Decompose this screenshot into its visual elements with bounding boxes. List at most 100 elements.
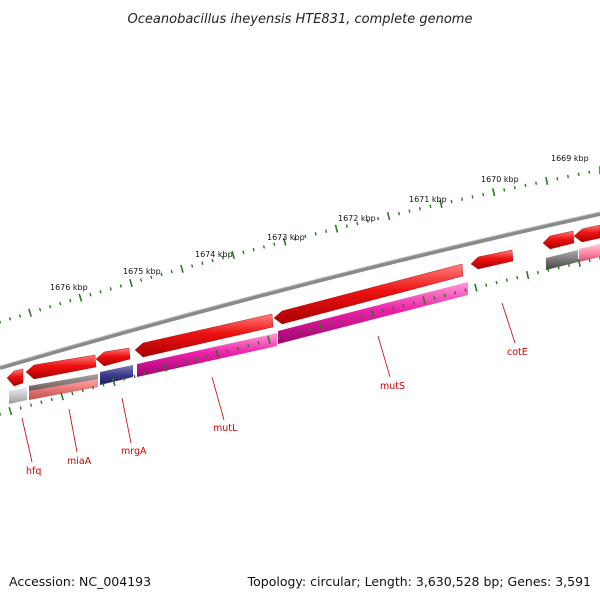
minor-tick [174,363,177,367]
major-tick [60,392,64,401]
gene-arrow[interactable] [6,368,24,387]
minor-tick [482,192,485,197]
minor-tick [340,319,343,324]
minor-tick [38,307,42,312]
major-tick [492,188,496,197]
minor-tick [49,304,52,309]
gene-bar[interactable] [546,250,578,270]
minor-tick [247,343,250,348]
major-tick [525,271,530,280]
minor-tick [109,287,112,291]
minor-tick [81,388,84,393]
major-tick [78,293,83,302]
minor-tick [185,360,188,364]
minor-tick [356,221,359,226]
minor-tick [293,237,297,241]
minor-tick [140,278,143,282]
minor-tick [429,204,432,209]
minor-tick [503,188,506,192]
gene-label-hfq[interactable]: hfq [26,466,41,477]
minor-tick [567,263,570,267]
minor-tick [418,207,422,211]
gene-label-cotE[interactable]: cotE [507,347,528,358]
inner-tick-ring [0,256,600,416]
minor-tick [160,272,163,277]
gene-arrow[interactable] [470,249,514,270]
gene-bar[interactable] [100,365,133,385]
outer-tick-ring [0,166,600,324]
minor-tick [433,296,436,300]
major-tick [129,278,133,288]
gene-row-outer [6,224,600,387]
major-tick [577,258,581,267]
minor-tick [471,195,474,199]
minor-tick [461,197,464,201]
kbp-label: 1674 kbp [195,250,233,259]
kbp-label: 1675 kbp [123,267,161,276]
gene-label-mutS[interactable]: mutS [380,381,405,392]
minor-tick [40,400,43,404]
gene-arrow[interactable] [95,347,131,367]
minor-tick [524,183,527,188]
kbp-label: 1673 kbp [267,233,305,242]
minor-tick [119,284,122,288]
major-tick [318,322,323,331]
minor-tick [0,320,2,324]
gene-arrow[interactable] [25,354,97,380]
minor-tick [221,256,224,260]
minor-tick [345,224,348,228]
major-tick [422,296,426,305]
minor-tick [325,229,328,233]
kbp-label: 1671 kbp [409,195,447,204]
genome-backbone [0,212,600,370]
major-tick [439,199,443,208]
gene-labels: hfq miaA mrgA mutL mutS cotE [21,302,528,477]
topology-text: Topology: circular; Length: 3,630,528 bp… [247,574,591,589]
major-tick [8,406,13,416]
minor-tick [288,332,291,337]
gene-label-miaA[interactable]: miaA [67,456,92,467]
kbp-label: 1672 kbp [338,214,376,223]
major-tick [386,212,391,221]
gene-label-mutL[interactable]: mutL [213,423,238,434]
gene-arrow[interactable] [542,230,575,250]
map-title: Oceanobacillus iheyensis HTE831, complet… [128,12,473,27]
minor-tick [398,211,401,216]
minor-tick [588,170,591,174]
major-tick [474,283,478,292]
gene-arrow[interactable] [134,313,274,358]
major-tick [111,377,116,387]
minor-tick [19,406,22,410]
minor-tick [99,290,102,294]
minor-tick [408,209,411,213]
gene-row-inner [9,244,600,404]
minor-tick [262,245,266,249]
minor-tick [495,280,498,285]
minor-tick [50,397,53,402]
minor-tick [513,185,516,190]
gene-bar[interactable] [579,244,600,262]
minor-tick [69,298,72,303]
gene-arrow[interactable] [273,263,464,325]
minor-tick [412,301,415,305]
accession-text: Accession: NC_004193 [9,574,152,589]
minor-tick [71,391,74,396]
minor-tick [195,357,198,362]
minor-tick [485,283,488,287]
gene-bar[interactable] [9,387,27,404]
gene-label-mrgA[interactable]: mrgA [121,446,147,457]
minor-tick [450,199,453,204]
minor-tick [454,291,457,295]
gene-arrow[interactable] [573,224,600,243]
minor-tick [226,349,229,353]
minor-tick [547,268,550,272]
minor-tick [588,258,591,263]
minor-tick [191,264,194,268]
minor-tick [123,377,126,381]
minor-tick [89,293,92,297]
minor-tick [366,219,369,223]
minor-tick [304,234,307,239]
major-tick [370,309,375,318]
minor-tick [29,403,33,407]
major-tick [163,363,168,372]
